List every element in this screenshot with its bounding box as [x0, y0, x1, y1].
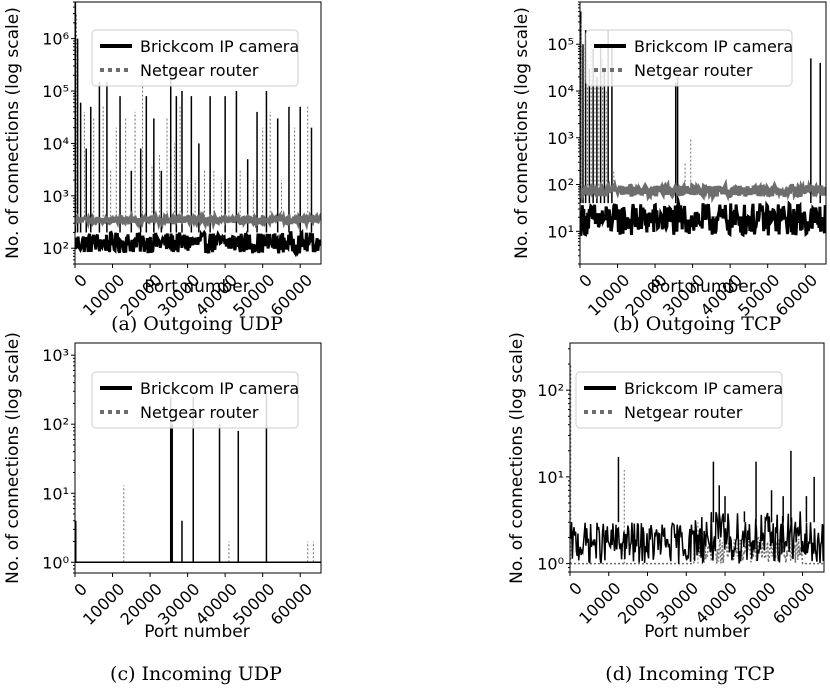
legend: Brickcom IP camera Netgear router [585, 29, 793, 87]
legend-label-camera: Brickcom IP camera [140, 37, 299, 56]
x-tick-label: 10000 [575, 578, 624, 627]
axes-frame [579, 1, 827, 265]
y-axis-label: No. of connections (log scale) [507, 332, 527, 584]
x-tick-label: 0 [70, 579, 91, 600]
baseline-noise [75, 209, 321, 231]
y-tick-label: 10¹ [537, 468, 564, 487]
legend-label-router: Netgear router [140, 403, 259, 422]
x-tick-label: 40000 [691, 578, 740, 627]
panel-a: 10²10³10⁴10⁵10⁶0100002000030000400005000… [3, 1, 322, 335]
legend-box [91, 29, 299, 87]
plot-area [75, 2, 321, 258]
y-tick-label: 10³ [547, 129, 574, 148]
x-tick-label: 0 [575, 270, 596, 291]
axes-frame [569, 342, 825, 573]
legend-label-camera: Brickcom IP camera [140, 379, 299, 398]
legend: Brickcom IP camera Netgear router [91, 29, 299, 87]
series-camera [75, 2, 321, 258]
y-tick-label: 10⁴ [42, 134, 69, 153]
baseline-noise [580, 178, 826, 204]
x-tick-label: 50000 [730, 578, 779, 627]
caption: (a) Outgoing UDP [111, 313, 283, 335]
y-tick-label: 10² [42, 239, 69, 258]
x-tick-label: 10000 [79, 579, 128, 628]
y-tick-label: 10² [537, 381, 564, 400]
x-tick-label: 30000 [653, 578, 702, 627]
legend: Brickcom IP camera Netgear router [91, 371, 299, 429]
panel-d: 10⁰ 10¹ 10² 0100002000030000400005000060000… [507, 332, 825, 685]
y-tick-label: 10⁵ [42, 82, 69, 101]
series-router [75, 485, 321, 564]
baseline-noise [570, 511, 824, 565]
y-tick-label: 10¹ [547, 222, 574, 241]
y-tick-label: 10¹ [42, 484, 69, 503]
legend-label-camera: Brickcom IP camera [624, 379, 783, 398]
legend-box [91, 371, 299, 429]
legend: Brickcom IP camera Netgear router [575, 371, 783, 429]
x-axis-label: Port number [644, 622, 749, 642]
legend-box [575, 371, 783, 429]
plot-area [570, 364, 824, 565]
panel-c: 10⁰10¹10²10³0100002000030000400005000060… [3, 332, 322, 685]
series-camera [570, 450, 824, 565]
caption: (c) Incoming UDP [110, 663, 282, 685]
legend-box [585, 29, 793, 87]
y-axis-label: No. of connections (log scale) [3, 332, 23, 584]
axes-frame [74, 342, 322, 574]
y-tick-label: 10⁰ [42, 553, 69, 572]
y-tick-label: 10⁵ [547, 35, 574, 54]
legend-label-router: Netgear router [624, 403, 743, 422]
y-tick-label: 10⁴ [547, 82, 574, 101]
x-tick-label: 0 [70, 270, 91, 291]
x-axis-label: Port number [144, 277, 249, 297]
y-tick-label: 10⁶ [42, 30, 69, 49]
x-axis-label: Port number [144, 622, 249, 642]
caption: (b) Outgoing TCP [613, 313, 782, 335]
x-tick-label: 20000 [614, 578, 663, 627]
x-tick-label: 60000 [267, 579, 316, 628]
legend-label-router: Netgear router [140, 61, 259, 80]
x-axis-label: Port number [650, 277, 755, 297]
axes-frame [74, 1, 322, 265]
y-tick-label: 10³ [42, 346, 69, 365]
legend-label-camera: Brickcom IP camera [634, 37, 793, 56]
legend-label-router: Netgear router [634, 61, 753, 80]
y-axis-label: No. of connections (log scale) [3, 7, 23, 259]
series-router [75, 13, 321, 231]
panel-b: 10¹10²10³10⁴10⁵0100002000030000400005000… [512, 1, 827, 335]
y-tick-label: 10² [547, 176, 574, 195]
baseline-noise [75, 228, 321, 258]
caption: (d) Incoming TCP [605, 663, 775, 685]
x-tick-label: 60000 [769, 578, 818, 627]
baseline-noise [580, 197, 826, 238]
x-tick-label: 0 [565, 578, 586, 599]
y-tick-label: 10⁰ [537, 555, 564, 574]
y-tick-label: 10² [42, 415, 69, 434]
y-tick-label: 10³ [42, 187, 69, 206]
y-axis-label: No. of connections (log scale) [512, 7, 532, 259]
